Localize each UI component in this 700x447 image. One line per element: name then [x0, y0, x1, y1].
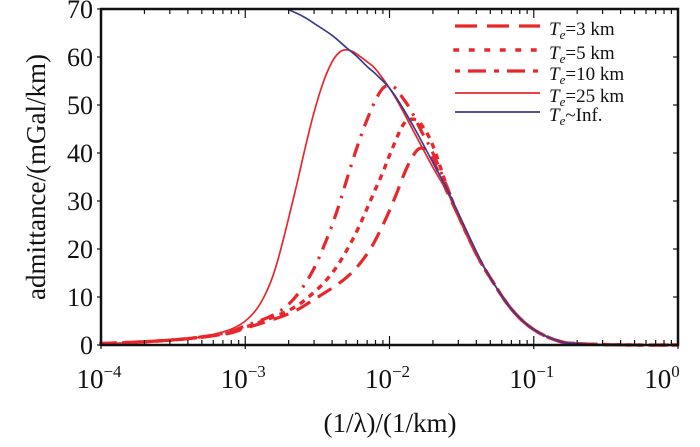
y-tick-label: 50 — [67, 91, 93, 120]
x-tick-exponent: −2 — [392, 362, 410, 381]
x-tick-base: 10 — [221, 364, 248, 394]
y-tick-label: 10 — [67, 283, 93, 312]
y-tick-label: 20 — [67, 235, 93, 264]
legend-label: Te=5 km — [549, 43, 615, 66]
x-tick-label: 10−3 — [221, 362, 266, 394]
legend-label: Te=10 km — [549, 64, 624, 87]
x-tick-base: 10 — [76, 364, 103, 394]
x-tick-label: 10−2 — [365, 362, 410, 394]
x-tick-base: 10 — [365, 364, 392, 394]
x-axis-label: (1/λ)/(1/km) — [323, 408, 456, 438]
legend-label: Te~Inf. — [549, 105, 603, 128]
legend-label: Te=3 km — [549, 19, 615, 42]
tick-layer — [97, 8, 679, 349]
legend-item: Te=25 km — [455, 86, 624, 109]
y-tick-label: 60 — [67, 43, 93, 72]
legend-item: Te=3 km — [455, 19, 615, 42]
y-tick-labels: 0 10 20 30 40 50 60 70 — [67, 0, 93, 360]
series-line-te-5-km — [99, 117, 680, 347]
legend-item: Te=5 km — [453, 43, 615, 66]
x-tick-exponent: 0 — [671, 362, 680, 381]
y-tick-label: 30 — [67, 187, 93, 216]
x-tick-exponent: −3 — [248, 362, 266, 381]
x-tick-labels: 10−4 10−3 10−2 10−1 100 — [76, 362, 679, 394]
x-tick-exponent: −1 — [536, 362, 554, 381]
series-layer — [99, 8, 680, 347]
series-line-te-inf- — [286, 8, 679, 346]
x-tick-base: 10 — [509, 364, 536, 394]
y-axis-label: admittance/(mGal/km) — [21, 54, 51, 300]
y-tick-label: 70 — [67, 0, 93, 24]
legend-item: Te~Inf. — [455, 105, 603, 128]
series-line-te-3-km — [100, 146, 679, 347]
legend-label: Te=25 km — [549, 86, 624, 109]
x-tick-exponent: −4 — [103, 362, 122, 381]
y-tick-label: 0 — [80, 331, 93, 360]
legend-item: Te=10 km — [455, 64, 624, 87]
x-tick-label: 10−4 — [76, 362, 122, 394]
x-tick-base: 10 — [644, 364, 671, 394]
x-tick-label: 10−1 — [509, 362, 554, 394]
x-tick-label: 100 — [644, 362, 680, 394]
y-tick-label: 40 — [67, 139, 93, 168]
